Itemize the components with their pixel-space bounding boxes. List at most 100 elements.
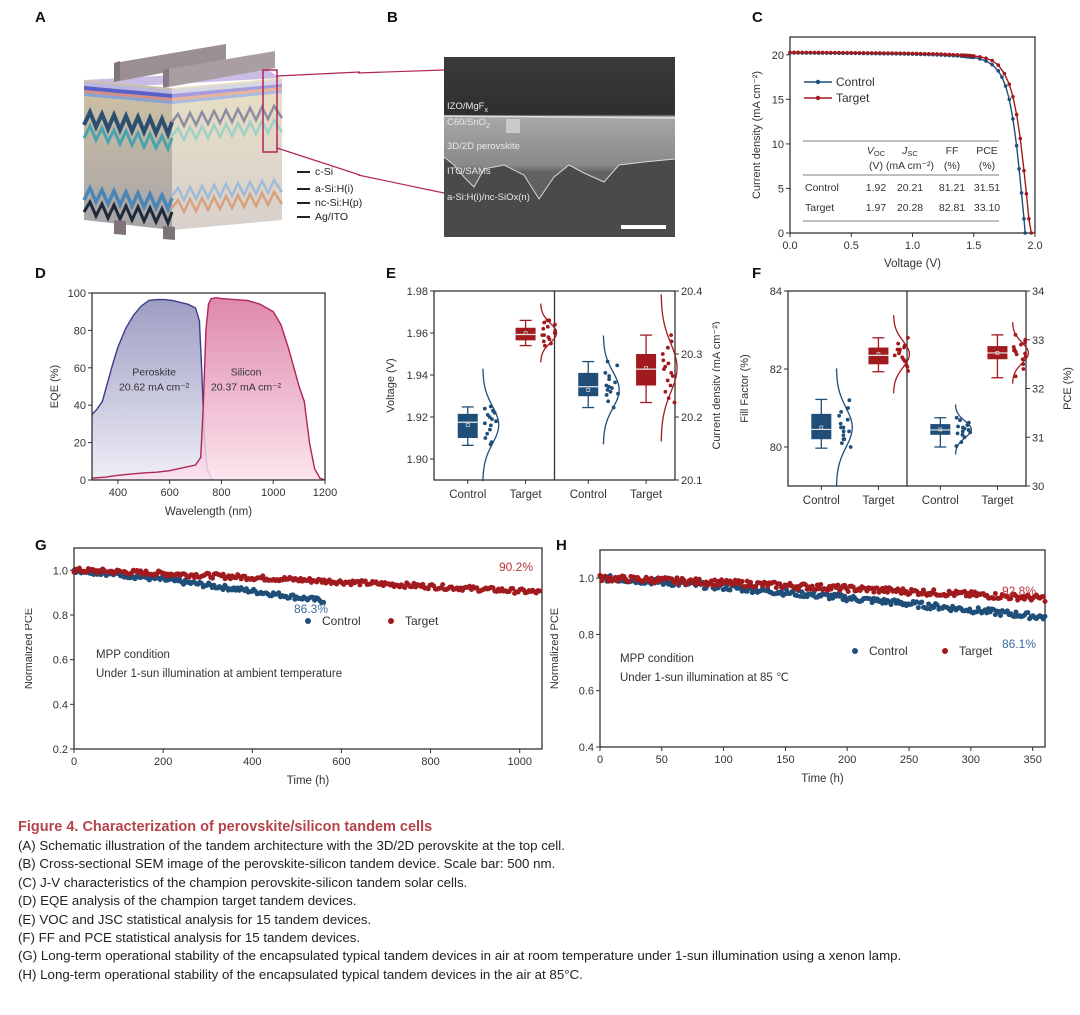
box [811, 413, 832, 440]
ff-pce-box-control-ff [811, 368, 853, 487]
stab-ambient-x-tick-label: 200 [154, 756, 172, 768]
jv-x-tick-label: 1.0 [905, 240, 920, 252]
jv-point-target [894, 51, 898, 55]
caption-line-f: (F) FF and PCE statistical analysis for … [18, 930, 361, 946]
data-point [542, 320, 547, 325]
chart-stability-ambient: 0 200 400 600 800 1000 0.2 0.4 0.6 0.8 1.0 Time (h)… [25, 547, 543, 787]
stab-85c-x-tick-label: 150 [776, 754, 794, 766]
jv-point-control [1011, 117, 1015, 121]
jv-point-target [824, 50, 829, 55]
table-cell: 33.10 [974, 202, 1000, 214]
ff-pce-yr-tick-label: 30 [1032, 481, 1044, 493]
data-point [482, 421, 487, 426]
data-point [835, 582, 841, 588]
mean-marker [586, 388, 591, 392]
data-point [494, 419, 498, 424]
jv-point-target [878, 51, 882, 55]
eqe-area-perovskite [92, 299, 214, 480]
eqe-y-tick-label: 20 [74, 438, 86, 450]
caption-line-a: (A) Schematic illustration of the tandem… [18, 838, 565, 853]
distribution-curve [482, 368, 500, 482]
stab-ambient-x-tick-label: 800 [421, 756, 439, 768]
tandem-schematic [82, 44, 360, 240]
data-point [1042, 613, 1048, 619]
jv-point-target [955, 53, 960, 57]
data-point [966, 428, 971, 432]
data-point [668, 383, 673, 388]
table-cell: 31.51 [974, 182, 1000, 194]
data-point [121, 574, 127, 580]
stab-85c-ylabel: Normalized PCE [549, 608, 561, 689]
jv-x-tick-label: 0.5 [844, 240, 859, 252]
jv-point-target [812, 50, 817, 55]
data-point [898, 347, 902, 352]
eqe-annotation-name: Peroskite [132, 367, 176, 379]
voc-jsc-yr-tick-label: 20.1 [681, 475, 702, 487]
data-point [960, 425, 965, 430]
ff-pce-x-label: Control [922, 495, 959, 507]
voc-jsc-yr-tick-label: 20.4 [681, 286, 702, 298]
panel-label-e: E [386, 265, 397, 282]
data-point [546, 335, 551, 340]
voc-jsc-x-label: Control [449, 489, 486, 501]
sem-label-c60: C60/SnO2 [447, 117, 490, 130]
jv-ylabel: Current density (mA cm⁻²) [751, 71, 763, 199]
panel-label-d: D [35, 265, 46, 282]
jv-point-target [796, 50, 800, 55]
stab-85c-legend-label-control: Control [869, 644, 908, 658]
eqe-annotation-jsc: 20.37 mA cm⁻² [211, 382, 282, 394]
caption-title: Figure 4. Characterization of perovskite… [18, 819, 433, 835]
jv-point-target [820, 50, 825, 55]
jv-point-target [849, 50, 854, 55]
chart-stability-85c: 0 50 100 150 200 250 300 350 0.4 0.6 0.8 1.0 Time (h… [549, 549, 1048, 785]
stab-ambient-y-tick-label: 1.0 [53, 565, 68, 577]
layer-label-agito: Ag/ITO [297, 211, 348, 223]
panel-label-b: B [387, 9, 398, 26]
textured-interface-top [82, 106, 174, 140]
data-point [839, 441, 844, 445]
data-point [606, 399, 611, 404]
jv-point-target [886, 51, 890, 55]
table-header-unit: (mA cm⁻²) [886, 160, 934, 172]
data-point [1013, 374, 1018, 379]
data-point [934, 602, 940, 608]
stab-85c-annotation: MPP condition [620, 653, 694, 665]
data-point [661, 358, 666, 363]
jv-point-target [792, 50, 796, 55]
data-point [905, 335, 910, 340]
jv-point-target [1029, 231, 1034, 235]
data-point [670, 374, 675, 378]
sem-label-izo: IZO/MgFx [447, 101, 488, 114]
data-point [603, 371, 608, 375]
caption-line-g: (G) Long-term operational stability of t… [18, 948, 902, 964]
data-point [276, 590, 282, 596]
data-point [896, 341, 901, 346]
jv-point-target [910, 51, 915, 56]
jv-point-target [1018, 136, 1023, 141]
callout-box [262, 69, 278, 153]
legend-marker-control [815, 79, 821, 85]
plot-frame [599, 549, 1046, 748]
data-point [915, 605, 921, 611]
jv-point-control [1003, 84, 1008, 88]
mean-marker [465, 423, 470, 427]
voc-jsc-box-target-voc [515, 303, 558, 363]
data-point [841, 433, 846, 438]
eqe-y-tick-label: 0 [80, 475, 86, 487]
data-point [919, 599, 925, 605]
stab-85c-y-tick-label: 1.0 [579, 573, 594, 585]
ff-pce-yl-tick-label: 80 [770, 442, 782, 454]
data-point [553, 322, 557, 327]
data-point [998, 613, 1003, 619]
stab-ambient-y-tick-label: 0.8 [53, 610, 68, 622]
eqe-xlabel: Wavelength (nm) [165, 506, 252, 518]
jv-point-target [800, 50, 805, 55]
jv-point-control [1023, 231, 1027, 235]
data-point [663, 364, 668, 369]
jv-point-target [1002, 71, 1007, 76]
caption-line-b: (B) Cross-sectional SEM image of the per… [18, 856, 556, 872]
data-point [1023, 337, 1028, 342]
data-point [1013, 609, 1019, 615]
data-point [613, 380, 617, 385]
jv-point-target [927, 51, 931, 56]
